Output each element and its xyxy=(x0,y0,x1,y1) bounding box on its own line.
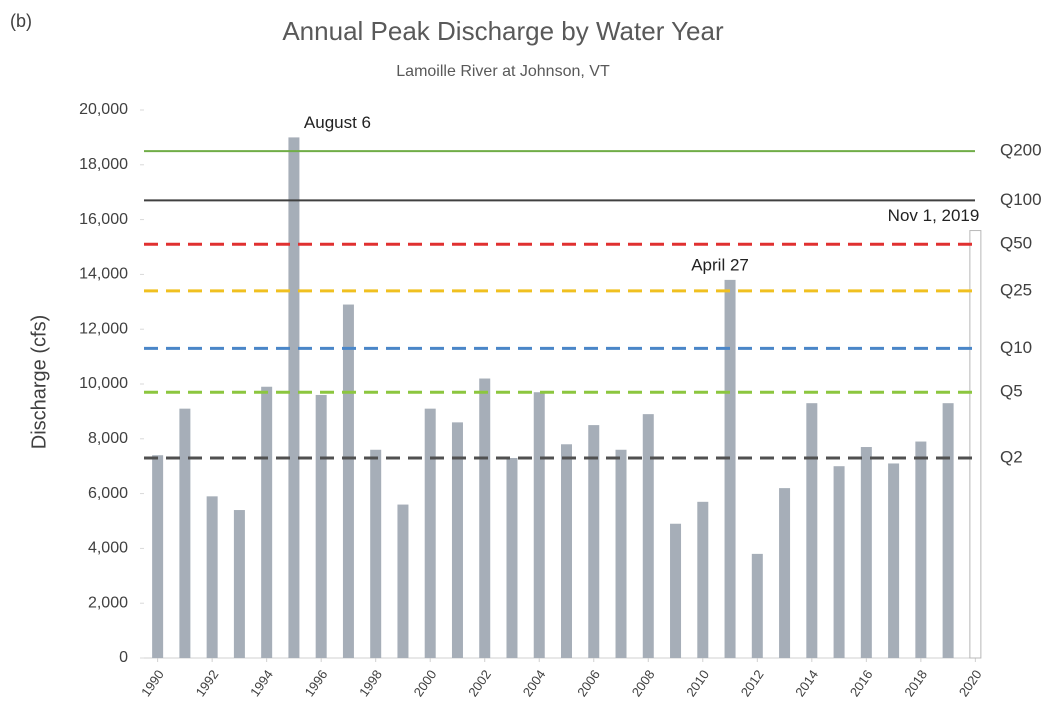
bar xyxy=(315,394,327,658)
bar xyxy=(288,137,300,658)
y-tick-label: 18,000 xyxy=(79,156,128,173)
bar xyxy=(506,457,518,658)
bar xyxy=(942,403,954,658)
x-tick-label: 2020 xyxy=(956,667,985,699)
bar xyxy=(533,392,545,658)
x-tick-label: 2016 xyxy=(847,667,876,699)
bar xyxy=(179,408,191,658)
bar xyxy=(342,304,354,658)
y-tick-label: 10,000 xyxy=(79,375,128,392)
y-tick-label: 8,000 xyxy=(88,430,128,447)
chart-subtitle: Lamoille River at Johnson, VT xyxy=(396,63,610,80)
bar xyxy=(724,279,736,658)
bar xyxy=(969,230,982,659)
bar xyxy=(779,488,791,658)
y-axis-label: Discharge (cfs) xyxy=(28,315,50,449)
bar xyxy=(642,414,654,658)
x-tick-label: 2000 xyxy=(411,667,440,699)
bar xyxy=(860,447,872,658)
panel-label: (b) xyxy=(10,11,32,31)
reference-label: Q5 xyxy=(1000,382,1023,401)
reference-label: Q100 xyxy=(1000,190,1042,209)
x-tick-label: 2002 xyxy=(465,667,494,699)
reference-label: Q10 xyxy=(1000,338,1032,357)
bar xyxy=(561,444,572,658)
bar xyxy=(615,449,627,658)
bar xyxy=(670,523,682,658)
bar xyxy=(451,422,463,658)
bar xyxy=(915,441,927,658)
annotation: August 6 xyxy=(304,113,371,132)
reference-label: Q50 xyxy=(1000,234,1032,253)
annotation: April 27 xyxy=(691,255,749,274)
bar xyxy=(751,553,763,658)
x-tick-label: 2012 xyxy=(738,667,767,699)
x-tick-label: 1996 xyxy=(302,667,331,699)
y-tick-label: 12,000 xyxy=(79,320,128,337)
x-tick-label: 2004 xyxy=(520,667,549,699)
bar xyxy=(479,378,491,658)
y-tick-label: 4,000 xyxy=(88,540,128,557)
y-tick-label: 0 xyxy=(119,649,128,666)
bar xyxy=(424,408,436,658)
bar xyxy=(152,455,164,658)
annotation: Nov 1, 2019 xyxy=(888,206,980,225)
bar xyxy=(206,496,218,658)
bar xyxy=(806,403,818,658)
y-tick-label: 16,000 xyxy=(79,211,128,228)
bar xyxy=(888,463,900,658)
x-tick-label: 1994 xyxy=(247,667,276,699)
bar xyxy=(397,504,409,658)
x-tick-label: 1990 xyxy=(138,667,167,699)
y-tick-label: 20,000 xyxy=(79,101,128,118)
y-tick-label: 2,000 xyxy=(88,594,128,611)
reference-label: Q200 xyxy=(1000,141,1042,160)
y-tick-label: 6,000 xyxy=(88,485,128,502)
chart-title: Annual Peak Discharge by Water Year xyxy=(282,16,724,46)
bar xyxy=(588,425,600,658)
x-tick-label: 2008 xyxy=(629,667,658,699)
y-tick-label: 14,000 xyxy=(79,266,128,283)
x-tick-label: 2010 xyxy=(683,667,712,699)
x-tick-label: 2006 xyxy=(574,667,603,699)
x-tick-label: 1992 xyxy=(193,667,222,699)
x-tick-label: 2014 xyxy=(792,667,821,699)
bar xyxy=(370,449,382,658)
bar xyxy=(261,386,273,658)
reference-label: Q25 xyxy=(1000,280,1032,299)
x-tick-label: 2018 xyxy=(901,667,930,699)
bar xyxy=(233,510,245,658)
bar xyxy=(833,466,845,658)
bar xyxy=(697,501,709,658)
x-tick-label: 1998 xyxy=(356,667,385,699)
reference-label: Q2 xyxy=(1000,447,1023,466)
